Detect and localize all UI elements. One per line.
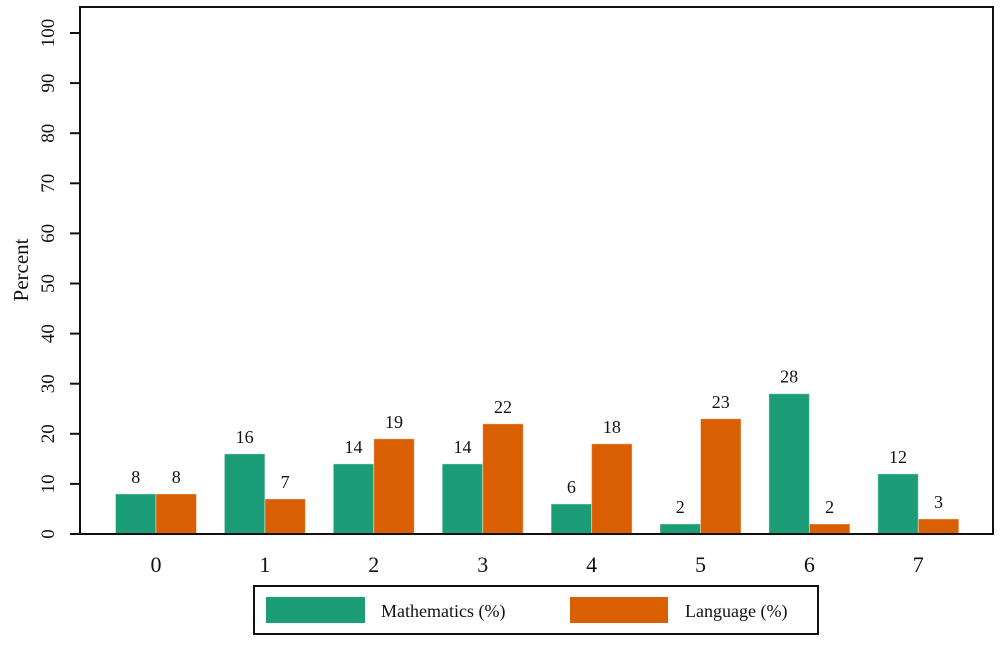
bar-language bbox=[482, 423, 524, 535]
data-label: 19 bbox=[385, 412, 403, 432]
bar-mathematics bbox=[223, 453, 266, 535]
y-tick-label: 0 bbox=[38, 529, 59, 539]
y-tick-label: 20 bbox=[38, 424, 59, 443]
y-tick-label: 50 bbox=[38, 274, 59, 293]
data-label: 8 bbox=[131, 467, 140, 487]
data-label: 12 bbox=[889, 447, 907, 467]
x-tick-label: 7 bbox=[913, 552, 924, 577]
y-tick-label: 30 bbox=[38, 374, 59, 393]
x-tick-label: 2 bbox=[368, 552, 379, 577]
x-tick-label: 4 bbox=[586, 552, 597, 577]
plot-frame bbox=[79, 6, 994, 535]
x-tick-label: 1 bbox=[259, 552, 270, 577]
y-tick-label: 90 bbox=[38, 74, 59, 93]
bar-language bbox=[700, 418, 742, 535]
y-tick-label: 70 bbox=[38, 174, 59, 193]
x-tick-label: 0 bbox=[151, 552, 162, 577]
y-tick-label: 40 bbox=[38, 324, 59, 343]
y-tick-label: 10 bbox=[38, 474, 59, 493]
legend-swatch-mathematics bbox=[266, 597, 365, 623]
y-tick-label: 60 bbox=[38, 224, 59, 243]
bar-language bbox=[373, 438, 415, 535]
x-tick-label: 6 bbox=[804, 552, 815, 577]
data-label: 6 bbox=[567, 477, 576, 497]
data-label: 2 bbox=[825, 497, 834, 517]
data-label: 23 bbox=[712, 392, 730, 412]
bar-mathematics bbox=[550, 503, 593, 535]
y-axis-label: Percent bbox=[9, 238, 33, 301]
legend-label-mathematics: Mathematics (%) bbox=[381, 601, 505, 622]
x-tick-label: 5 bbox=[695, 552, 706, 577]
data-label: 7 bbox=[281, 472, 290, 492]
data-label: 18 bbox=[603, 417, 621, 437]
bar-mathematics bbox=[768, 393, 810, 535]
bar-language bbox=[155, 493, 197, 535]
data-label: 14 bbox=[345, 437, 363, 457]
y-tick-label: 80 bbox=[38, 124, 59, 143]
data-label: 16 bbox=[236, 427, 254, 447]
legend-label-language: Language (%) bbox=[685, 601, 787, 622]
bar-mathematics bbox=[332, 463, 375, 535]
data-label: 22 bbox=[494, 397, 512, 417]
data-label: 14 bbox=[453, 437, 471, 457]
bar-mathematics bbox=[115, 493, 157, 535]
bar-mathematics bbox=[441, 463, 484, 535]
bar-language bbox=[917, 518, 960, 535]
data-label: 2 bbox=[676, 497, 685, 517]
bar-mathematics bbox=[877, 473, 919, 535]
bar-language bbox=[591, 443, 633, 535]
data-label: 3 bbox=[934, 492, 943, 512]
bar-mathematics bbox=[659, 523, 701, 535]
y-tick-label: 100 bbox=[38, 19, 59, 48]
x-tick-label: 3 bbox=[477, 552, 488, 577]
bar-language bbox=[808, 523, 851, 535]
data-label: 8 bbox=[172, 467, 181, 487]
legend-swatch-language bbox=[570, 597, 668, 623]
bar-language bbox=[264, 498, 306, 535]
data-label: 28 bbox=[780, 367, 798, 387]
